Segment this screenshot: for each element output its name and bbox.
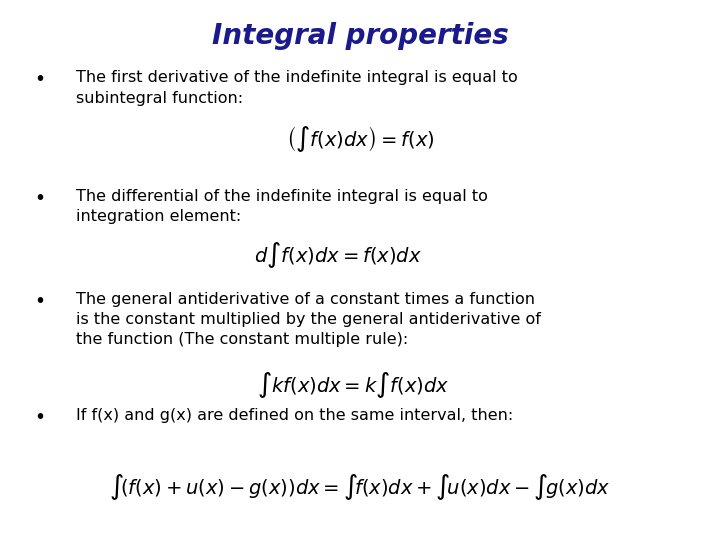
- Text: The general antiderivative of a constant times a function
is the constant multip: The general antiderivative of a constant…: [76, 292, 541, 347]
- Text: $\int kf(x)dx =k\int f(x)dx$: $\int kf(x)dx =k\int f(x)dx$: [256, 370, 449, 400]
- Text: •: •: [34, 292, 45, 310]
- Text: •: •: [34, 408, 45, 427]
- Text: •: •: [34, 70, 45, 89]
- Text: The differential of the indefinite integral is equal to
integration element:: The differential of the indefinite integ…: [76, 189, 487, 225]
- Text: Integral properties: Integral properties: [212, 22, 508, 50]
- Text: $\int\!(f(x)+u(x)-g(x))dx=\int\! f(x)dx+\int\! u(x)dx-\int\! g(x)dx$: $\int\!(f(x)+u(x)-g(x))dx=\int\! f(x)dx+…: [109, 472, 611, 502]
- Text: If f(x) and g(x) are defined on the same interval, then:: If f(x) and g(x) are defined on the same…: [76, 408, 513, 423]
- Text: $d\int f(x)dx =f(x)dx$: $d\int f(x)dx =f(x)dx$: [254, 240, 423, 270]
- Text: The first derivative of the indefinite integral is equal to
subintegral function: The first derivative of the indefinite i…: [76, 70, 518, 106]
- Text: •: •: [34, 189, 45, 208]
- Text: $\left(\int f(x)dx\right)= f(x)$: $\left(\int f(x)dx\right)= f(x)$: [286, 124, 434, 154]
